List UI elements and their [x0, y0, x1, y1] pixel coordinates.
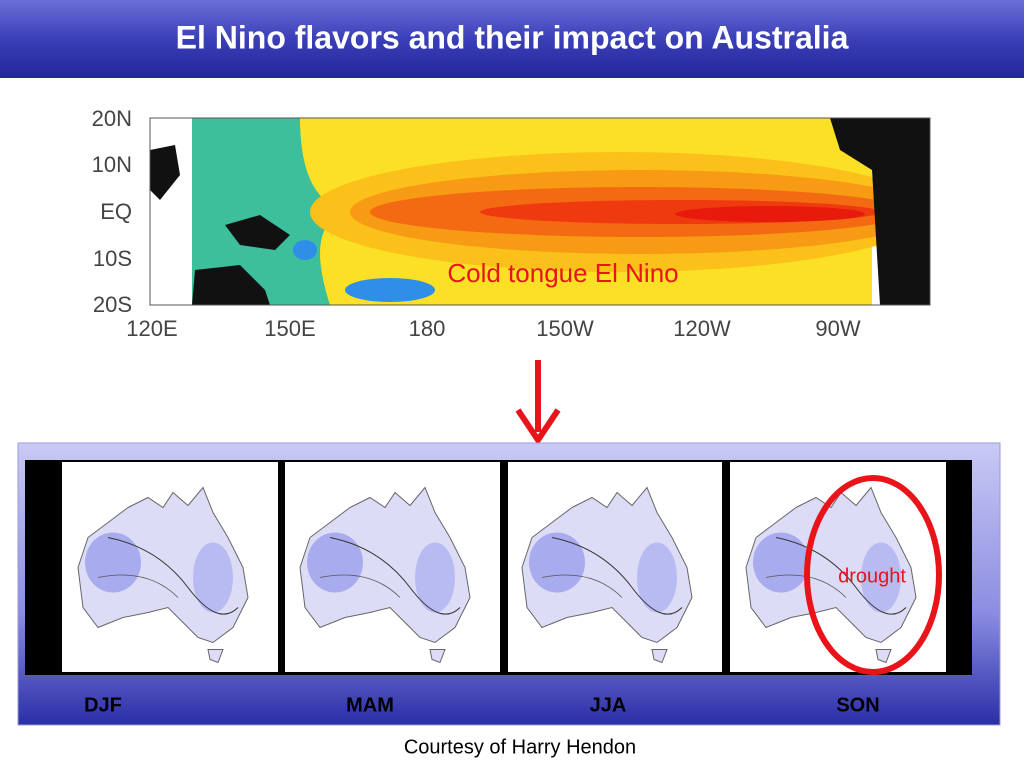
lat-label: EQ — [100, 199, 132, 224]
season-label: SON — [836, 694, 879, 716]
lat-label: 20N — [92, 106, 132, 131]
panel-annotation: drought — [838, 565, 906, 587]
map-annotation: Cold tongue El Nino — [447, 258, 678, 288]
lon-label: 120W — [673, 316, 731, 341]
lat-label: 10S — [93, 246, 132, 271]
credit: Courtesy of Harry Hendon — [404, 736, 636, 758]
lat-label: 20S — [93, 292, 132, 317]
season-label: MAM — [346, 694, 394, 716]
lat-label: 10N — [92, 152, 132, 177]
lon-label: 90W — [815, 316, 860, 341]
season-label: JJA — [590, 694, 627, 716]
lon-label: 150W — [536, 316, 594, 341]
title-bar — [0, 0, 1024, 78]
drought-circle — [804, 475, 942, 675]
arrow — [515, 360, 561, 446]
lon-label: 150E — [264, 316, 315, 341]
season-label: DJF — [84, 694, 122, 716]
lon-label: 120E — [126, 316, 177, 341]
season-maps — [62, 462, 946, 672]
slide-title: El Nino flavors and their impact on Aust… — [176, 19, 849, 55]
sst-map — [149, 117, 931, 306]
lon-label: 180 — [409, 316, 446, 341]
